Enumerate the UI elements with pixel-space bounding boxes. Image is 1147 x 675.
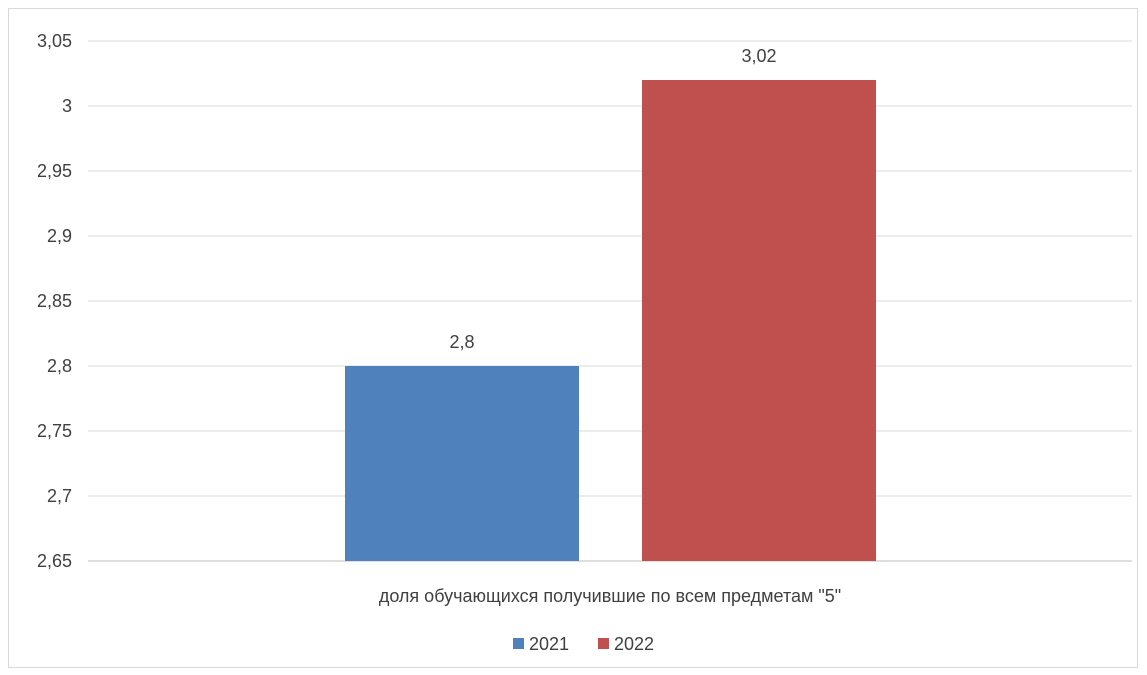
y-tick-label: 2,85 [37, 291, 72, 311]
x-axis: доля обучающихся получившие по всем пред… [379, 586, 841, 606]
y-tick-label: 3 [62, 96, 72, 116]
bar-2022 [642, 80, 876, 561]
gridlines [88, 40, 1132, 562]
legend-swatch-2021 [513, 638, 524, 649]
legend: 2021 2022 [513, 634, 654, 654]
bars [345, 80, 876, 561]
data-label-2022: 3,02 [741, 46, 776, 66]
y-tick-label: 3,05 [37, 31, 72, 51]
bar-2021 [345, 366, 579, 561]
y-tick-label: 2,7 [47, 486, 72, 506]
legend-label-2021: 2021 [529, 634, 569, 654]
category-label: доля обучающихся получившие по всем пред… [379, 586, 841, 606]
y-tick-label: 2,65 [37, 551, 72, 571]
legend-label-2022: 2022 [614, 634, 654, 654]
y-tick-label: 2,8 [47, 356, 72, 376]
y-axis: 2,65 2,7 2,75 2,8 2,85 2,9 2,95 3 3,05 [37, 31, 72, 571]
data-label-2021: 2,8 [449, 332, 474, 352]
y-tick-label: 2,9 [47, 226, 72, 246]
y-tick-label: 2,75 [37, 421, 72, 441]
legend-swatch-2022 [598, 638, 609, 649]
data-labels: 2,8 3,02 [449, 46, 776, 352]
y-tick-label: 2,95 [37, 161, 72, 181]
